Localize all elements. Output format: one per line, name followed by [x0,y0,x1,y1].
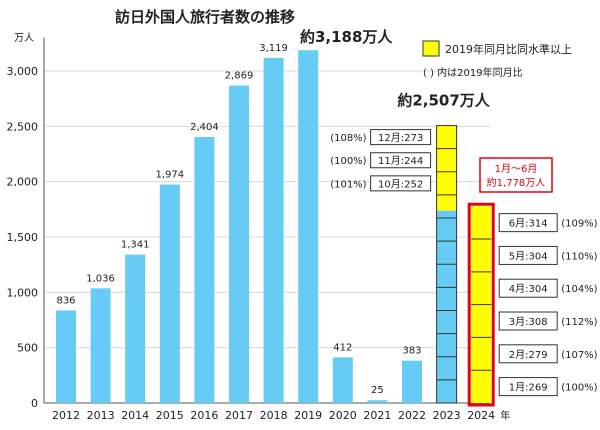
month-pct-2024: (100%) [561,383,597,394]
month-label-box-2024 [498,344,558,364]
x-tick-label: 2018 [260,409,288,422]
bar-2018 [263,57,284,404]
x-tick-label: 2023 [433,409,461,422]
month-pct-2023: (108%) [330,133,366,144]
x-tick-label: 2017 [225,409,253,422]
month-label-box-2023 [370,175,432,192]
y-tick-label: 1,000 [7,286,39,299]
legend-note: ( ) 内は2019年同月比 [423,66,523,79]
bar-2021 [367,400,388,403]
x-tick-label: 2014 [121,409,149,422]
month-label-2024: 2月:279 [509,349,548,361]
x-tick-label: 2021 [363,409,391,422]
callout-2019-total: 約3,188万人 [300,28,393,46]
chart-title: 訪日外国人旅行者数の推移 [115,8,295,26]
month-label-box-2024 [498,377,558,397]
month-label-box-2024 [498,245,558,265]
month-label-2024: 1月:269 [509,382,548,394]
month-pct-2024: (107%) [561,350,597,361]
month-label-2024: 6月:314 [509,218,548,230]
bar-2016 [194,136,215,403]
y-tick-label: 1,500 [7,231,39,244]
callout-2024-value: 約1,778万人 [487,176,546,189]
month-pct-2024: (109%) [561,219,597,230]
y-tick-label: 2,500 [7,120,39,133]
month-label-2023: 12月:273 [378,132,423,144]
bar-value-label: 836 [56,295,75,306]
month-label-box-2024 [498,213,558,233]
month-label-2023: 10月:252 [378,178,423,190]
month-label-box-2024 [498,278,558,298]
x-tick-label: 2012 [52,409,80,422]
month-label-2023: 11月:244 [378,155,423,167]
y-axis-unit-label: 万人 [14,32,34,44]
month-label-2024: 5月:304 [509,250,548,262]
bar-value-label: 412 [333,342,352,353]
bar-value-label: 2,404 [190,122,219,133]
x-axis-unit-label: 年 [500,409,510,422]
bar-2023-outline [436,125,458,404]
month-label-box-2023 [370,152,432,169]
bar-2022 [402,360,422,403]
month-pct-2024: (112%) [561,317,597,328]
callout-2023-total: 約2,507万人 [397,92,490,110]
month-pct-2023: (101%) [330,179,366,190]
month-label-2024: 3月:308 [509,316,548,328]
bar-2012 [56,310,76,403]
bar-2023-highlight [436,125,457,211]
x-tick-label: 2015 [156,409,184,422]
legend-swatch-highlight [422,40,440,57]
bar-2019 [298,50,319,403]
bar-2014 [125,254,146,403]
bar-value-label: 1,341 [121,240,150,251]
x-tick-label: 2024 [467,409,495,422]
bar-2013 [90,288,111,403]
month-pct-2023: (100%) [330,156,366,167]
bar-value-label: 1,974 [155,170,184,181]
y-tick-label: 3,000 [7,65,39,78]
x-tick-label: 2013 [87,409,115,422]
bar-value-label: 3,119 [259,43,288,54]
bar-value-label: 25 [371,385,384,396]
y-tick-label: 2,000 [7,176,39,189]
bar-value-label: 2,869 [225,70,254,81]
bar-2024-outline [467,202,495,407]
month-pct-2024: (104%) [561,284,597,295]
x-tick-label: 2019 [294,409,322,422]
bar-2017 [229,85,249,404]
bar-2023-base [436,210,457,403]
callout-2024-box [479,157,553,193]
x-tick-label: 2016 [190,409,218,422]
x-tick-label: 2022 [398,409,426,422]
month-pct-2024: (110%) [561,251,597,262]
legend-label-highlight: 2019年同月比同水準以上 [445,42,572,56]
y-tick-label: 500 [17,342,38,355]
month-label-box-2024 [498,311,558,331]
bar-2020 [332,357,353,403]
bar-2015 [159,184,180,403]
month-label-box-2023 [370,129,432,146]
bar-value-label: 1,036 [86,273,115,284]
callout-2024-title: 1月～6月 [495,163,538,175]
x-tick-label: 2020 [329,409,357,422]
y-tick-label: 0 [31,397,38,410]
month-label-2024: 4月:304 [509,283,548,295]
bar-value-label: 383 [402,346,421,357]
